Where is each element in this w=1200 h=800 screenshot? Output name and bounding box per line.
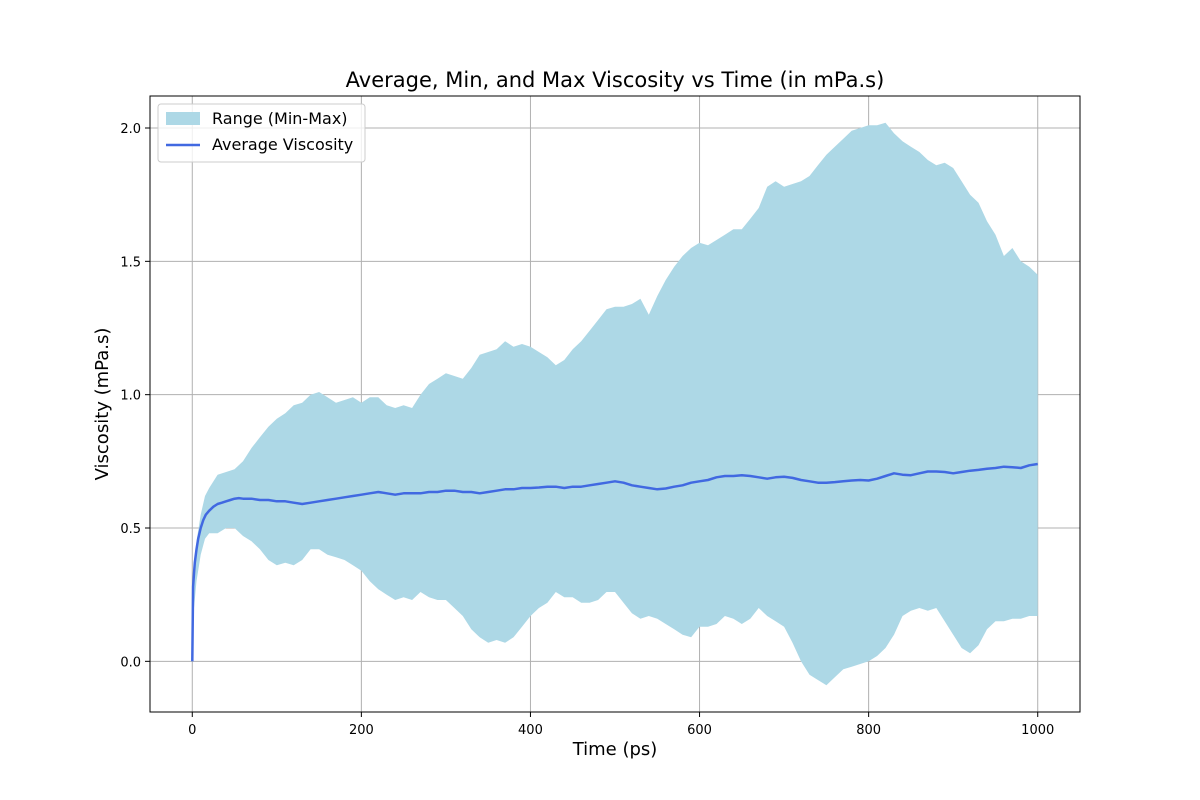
plot-frame — [149, 95, 1081, 713]
x-tick-label: 0 — [188, 723, 196, 738]
x-tick-label: 600 — [687, 723, 712, 738]
y-axis-ticks: 0.0 0.5 1.0 1.5 2.0 — [120, 122, 150, 670]
x-tick-label: 800 — [856, 723, 881, 738]
legend: Range (Min-Max) Average Viscosity — [157, 103, 366, 163]
legend-swatch-range — [166, 112, 200, 125]
y-tick-label: 2.0 — [120, 122, 141, 137]
legend-label-average: Average Viscosity — [212, 135, 353, 154]
x-tick-label: 200 — [349, 723, 374, 738]
x-axis-ticks: 0 200 400 600 800 1000 — [188, 712, 1054, 738]
x-tick-label: 400 — [518, 723, 543, 738]
legend-box — [157, 103, 366, 163]
y-tick-label: 0.5 — [120, 522, 141, 537]
y-tick-label: 0.0 — [120, 655, 141, 670]
y-tick-label: 1.5 — [120, 255, 141, 270]
x-axis-label: Time (ps) — [572, 739, 658, 760]
chart-title: Average, Min, and Max Viscosity vs Time … — [346, 68, 885, 92]
y-tick-label: 1.0 — [120, 389, 141, 404]
average-viscosity-line — [191, 462, 1038, 662]
average-line-layer — [191, 462, 1038, 662]
y-axis-label: Viscosity (mPa.s) — [92, 328, 113, 481]
legend-label-range: Range (Min-Max) — [212, 109, 348, 128]
x-tick-label: 1000 — [1021, 723, 1054, 738]
range-band-layer — [192, 122, 1038, 686]
range-band — [192, 122, 1038, 686]
